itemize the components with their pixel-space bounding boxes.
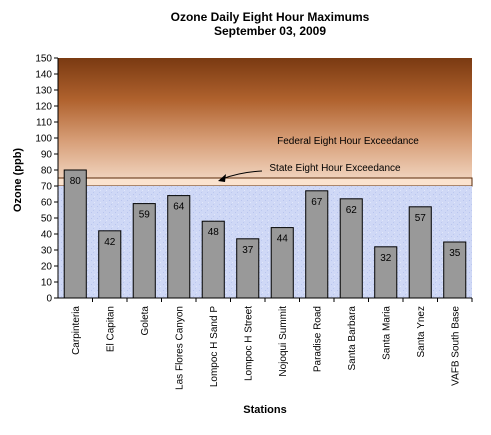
x-category-label: Santa Maria (381, 306, 392, 360)
x-category-label: Lompoc H Street (243, 306, 254, 381)
x-axis-title: Stations (243, 404, 286, 416)
state-exceedance-band (57, 177, 473, 187)
bar-value-label: 59 (139, 210, 151, 221)
y-tick-label: 30 (41, 246, 53, 257)
y-tick-label: 20 (41, 262, 53, 273)
bar (63, 169, 87, 299)
y-tick-label: 0 (46, 294, 52, 305)
y-tick-label: 50 (41, 214, 53, 225)
x-category-label: Goleta (140, 306, 151, 336)
x-category-label: VAFB South Base (450, 306, 461, 386)
chart-title: Ozone Daily Eight Hour Maximums (171, 10, 370, 24)
bar-value-label: 80 (70, 176, 82, 187)
state-exceedance-label: State Eight Hour Exceedance (269, 163, 401, 174)
x-category-label: Santa Ynez (416, 306, 427, 358)
x-category-label: Santa Barbara (347, 306, 358, 371)
bar-value-label: 64 (173, 202, 185, 213)
bar-value-label: 62 (346, 205, 358, 216)
y-tick-label: 60 (41, 198, 53, 209)
y-tick-label: 70 (41, 182, 53, 193)
y-tick-label: 10 (41, 278, 53, 289)
y-tick-label: 140 (35, 70, 52, 81)
x-category-label: Las Flores Canyon (174, 306, 185, 390)
bar-value-label: 57 (415, 213, 427, 224)
y-tick-label: 40 (41, 230, 53, 241)
bar-value-label: 35 (449, 248, 461, 259)
bar-value-label: 67 (311, 197, 323, 208)
x-category-label: Paradise Road (312, 306, 323, 372)
bar-value-label: 32 (380, 253, 392, 264)
state-exceedance-arrowhead (218, 174, 226, 182)
y-tick-label: 110 (36, 118, 52, 129)
y-axis-title: Ozone (ppb) (12, 148, 24, 212)
federal-exceedance-label: Federal Eight Hour Exceedance (277, 136, 419, 147)
x-category-label: Carpinteria (71, 306, 82, 355)
bar-value-label: 44 (277, 234, 289, 245)
plot-area: 80 42 59 64 48 37 44 67 62 32 57 35 0 10 20 30 40 50 60 70… (35, 54, 473, 390)
y-tick-label: 150 (35, 54, 52, 65)
y-tick-label: 130 (35, 86, 52, 97)
y-tick-label: 90 (41, 150, 53, 161)
y-tick-label: 100 (35, 134, 52, 145)
x-category-label: El Capitan (105, 306, 116, 352)
federal-exceedance-zone (58, 58, 472, 178)
bar-value-label: 37 (242, 245, 254, 256)
y-tick-label: 80 (41, 166, 53, 177)
bar-value-label: 42 (104, 237, 116, 248)
chart-subtitle: September 03, 2009 (214, 24, 326, 38)
x-category-label: Nojoqui Summit (278, 306, 289, 377)
x-category-label: Lompoc H Sand P (209, 306, 220, 387)
y-tick-label: 120 (35, 102, 52, 113)
below-standard-zone (58, 186, 472, 298)
bar-value-label: 48 (208, 227, 220, 238)
